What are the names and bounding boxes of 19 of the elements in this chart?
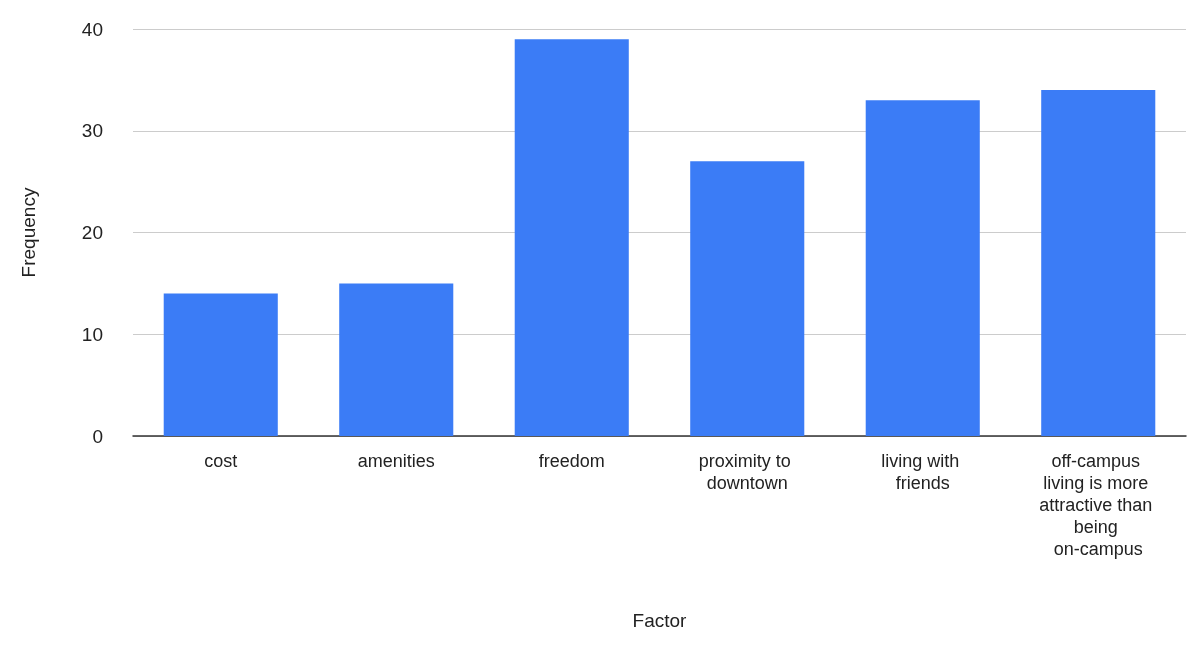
y-tick-label: 30 xyxy=(81,120,103,142)
x-tick-label: proximity to downtown xyxy=(698,451,796,493)
x-axis-title: Factor xyxy=(632,610,688,631)
y-tick-label: 20 xyxy=(81,222,103,243)
bar xyxy=(1041,90,1156,436)
x-tick-label: living with friends xyxy=(881,451,965,493)
bar xyxy=(514,39,629,436)
bar xyxy=(339,283,454,436)
bar xyxy=(163,293,278,436)
y-tick-label: 0 xyxy=(92,425,103,447)
bar xyxy=(690,161,805,436)
x-tick-label: amenities xyxy=(357,451,435,471)
y-tick-label: 40 xyxy=(81,18,103,40)
x-tick-label: cost xyxy=(204,451,238,471)
y-axis-title: Frequency xyxy=(18,187,39,278)
bar xyxy=(865,100,980,436)
y-tick-label: 10 xyxy=(81,323,103,345)
x-tick-label: freedom xyxy=(538,451,605,471)
x-tick-label: off-campus living is more attractive than being on-campus xyxy=(1039,451,1158,559)
